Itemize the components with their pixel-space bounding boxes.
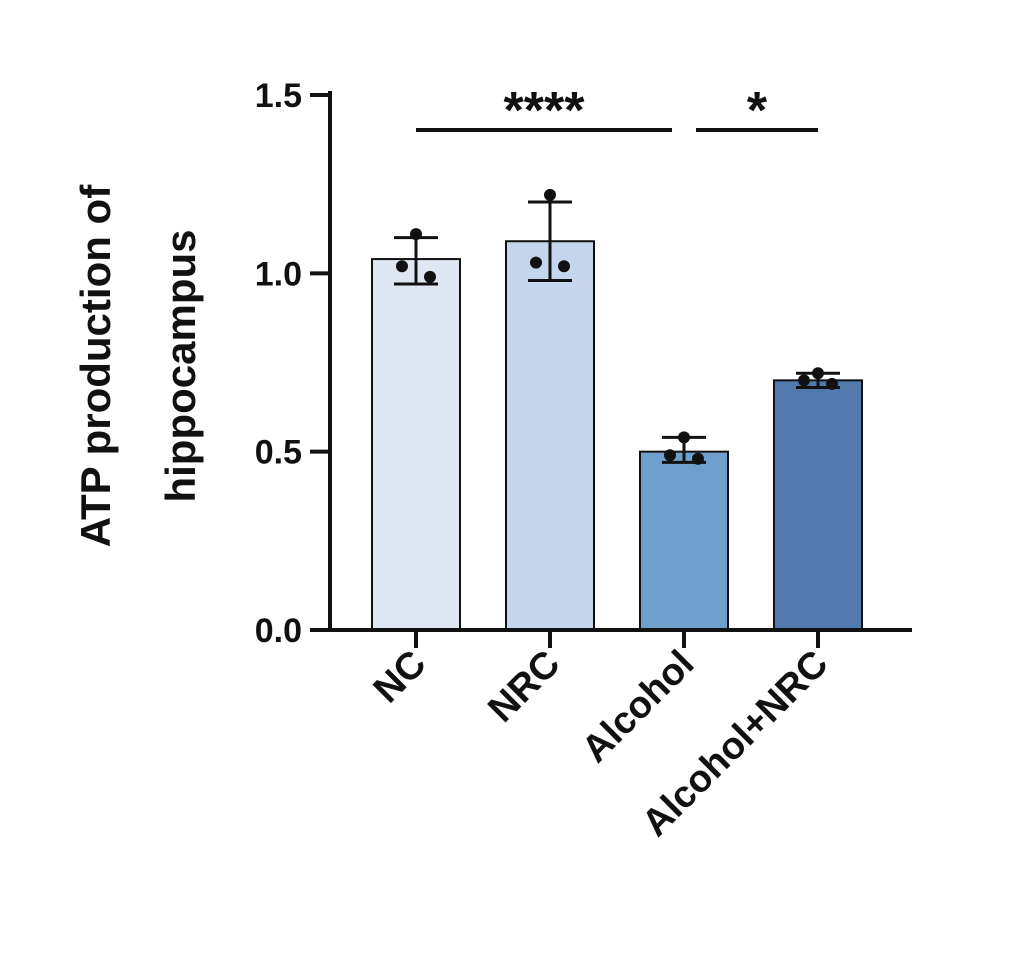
data-point-alcohol-nrc (798, 374, 810, 387)
y-tick-label: 1.5 (255, 77, 302, 115)
data-point-nrc (530, 256, 542, 269)
x-tick-label: Alcohol (574, 643, 702, 771)
data-point-nc (396, 260, 408, 273)
y-tick-label: 0.5 (255, 434, 302, 472)
data-point-nc (410, 228, 422, 241)
y-tick-label: 1.0 (255, 255, 302, 293)
significance-label: * (747, 82, 768, 140)
y-axis-label-line-1: ATP production of (72, 184, 119, 547)
data-point-alcohol (664, 449, 676, 462)
data-points (396, 188, 838, 465)
significance-annotations: **** * (416, 82, 818, 140)
x-tick-label: NRC (480, 643, 568, 731)
bar-alcohol-nrc (773, 379, 863, 632)
data-point-nrc (558, 260, 570, 273)
error-bars (394, 200, 840, 464)
axes (328, 91, 912, 632)
y-axis-label: ATP production of hippocampus (72, 184, 204, 547)
data-point-alcohol (692, 452, 704, 465)
data-point-alcohol-nrc (812, 367, 824, 380)
bar-nc (371, 258, 461, 631)
data-point-nrc (544, 188, 556, 201)
significance-label: **** (504, 82, 586, 140)
y-axis-ticks: 0.0 0.5 1.0 1.5 (255, 77, 330, 650)
data-point-nc (424, 270, 436, 283)
bar-alcohol (639, 450, 729, 631)
y-axis-label-line-2: hippocampus (157, 229, 204, 502)
data-point-alcohol-nrc (826, 377, 838, 390)
y-tick-label: 0.0 (255, 612, 302, 650)
bar-nrc (505, 240, 595, 631)
bars (371, 240, 863, 632)
data-point-alcohol (678, 431, 690, 444)
x-tick-label: NC (366, 643, 435, 712)
